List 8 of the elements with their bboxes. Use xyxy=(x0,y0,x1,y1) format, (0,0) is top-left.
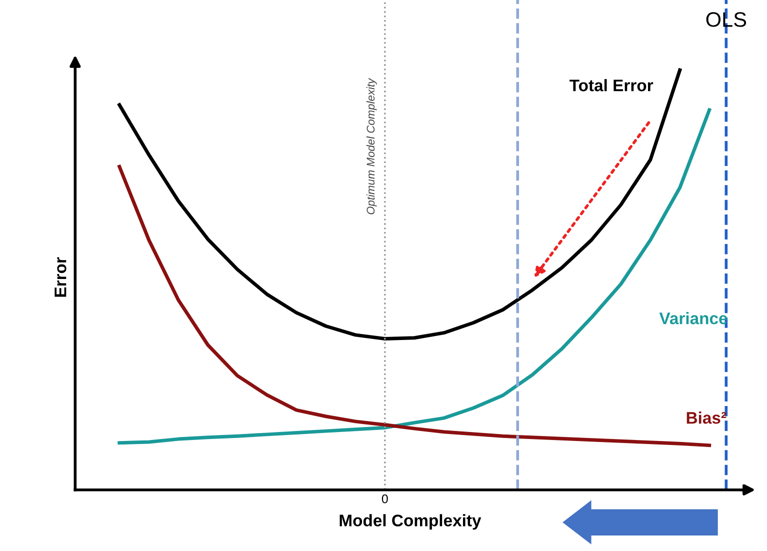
series-label: Bias² xyxy=(686,412,726,424)
text: OLS xyxy=(706,12,746,27)
text: 0 xyxy=(382,494,388,504)
y-axis-title: Error xyxy=(54,257,66,297)
annotation: Optimum Model Complexity xyxy=(366,78,377,214)
series-label: Total Error xyxy=(570,79,654,92)
x-axis-title: Model Complexity xyxy=(340,514,482,530)
text: Variance xyxy=(659,312,728,324)
